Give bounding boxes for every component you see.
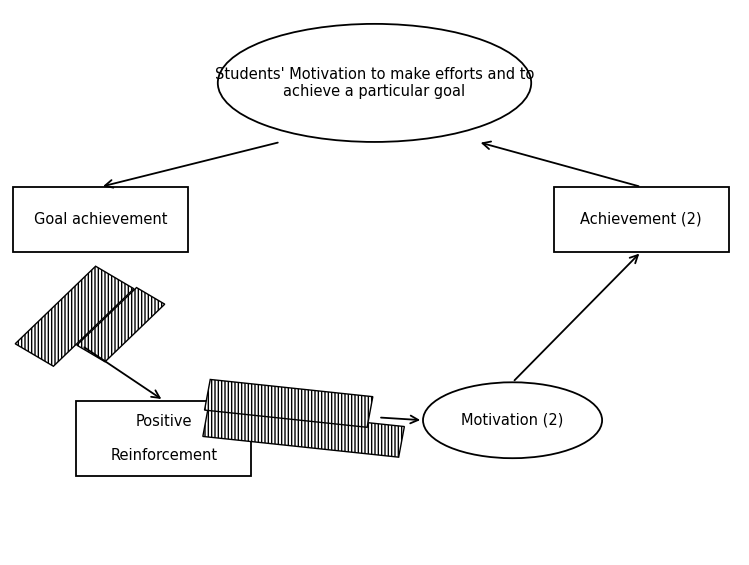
Text: Motivation (2): Motivation (2) [461, 413, 564, 428]
Polygon shape [204, 380, 373, 427]
Bar [76, 401, 252, 476]
Polygon shape [203, 406, 404, 457]
Polygon shape [77, 288, 165, 362]
Text: Achievement (2): Achievement (2) [580, 212, 702, 227]
Text: Goal achievement: Goal achievement [34, 212, 167, 227]
Bar [13, 187, 188, 251]
Text: Positive

Reinforcement: Positive Reinforcement [110, 414, 217, 463]
Polygon shape [15, 266, 134, 366]
Bar [554, 187, 729, 251]
Text: Students' Motivation to make efforts and to
achieve a particular goal: Students' Motivation to make efforts and… [215, 67, 534, 99]
